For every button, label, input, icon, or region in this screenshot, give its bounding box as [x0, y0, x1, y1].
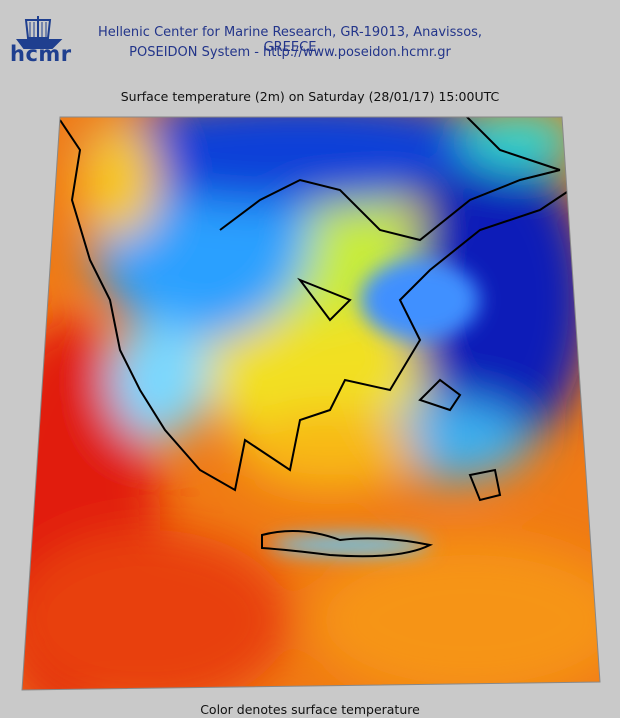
header-line: Hellenic Center for Marine Research, GR-… — [97, 25, 483, 55]
coastline — [59, 117, 571, 558]
map-caption: Color denotes surface temperature — [200, 702, 420, 717]
map-title: Surface temperature (2m) on Saturday (28… — [120, 89, 500, 104]
logo-icon — [16, 16, 63, 49]
header-line: POSEIDON System - http://www.poseidon.hc… — [129, 45, 451, 60]
temperature-field — [22, 117, 600, 690]
logo-text: hcmr — [10, 42, 72, 66]
